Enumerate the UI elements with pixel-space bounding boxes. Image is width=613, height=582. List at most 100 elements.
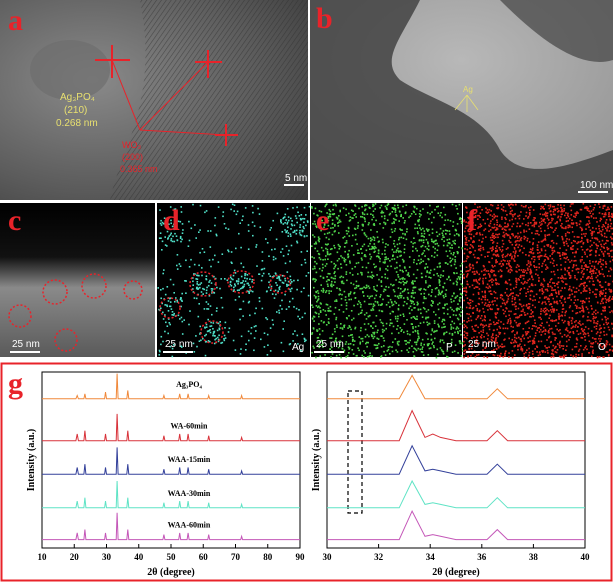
dot [274,248,276,250]
dot [557,343,559,345]
dot [457,278,459,280]
dot [234,270,236,272]
dot [447,230,449,232]
dot [562,238,564,240]
dot [248,340,250,342]
dot [327,249,329,251]
dot [182,232,184,234]
dot [581,230,583,232]
dot [403,284,405,286]
dot [385,354,387,356]
dot [386,323,388,325]
x-tick-label: 80 [263,552,273,562]
dot [500,345,502,347]
dot [375,289,377,291]
dot [544,230,546,232]
dot [455,315,457,317]
dot [521,311,523,313]
dot [290,233,292,235]
dot [364,254,366,256]
dot [507,322,509,324]
dot [556,264,558,266]
dot [423,354,425,356]
dot [593,322,595,324]
dot [594,326,596,328]
dot [464,253,466,255]
dot [600,332,602,334]
dot [241,276,243,278]
dot [366,236,368,238]
dot [522,310,524,312]
dot [436,206,438,208]
dot [368,336,370,338]
dot [571,242,573,244]
dot [318,316,320,318]
dot [406,319,408,321]
dot [330,216,332,218]
dot [342,257,344,259]
dot [489,319,491,321]
dot [503,323,505,325]
dot [474,287,476,289]
dot [418,333,420,335]
dot [504,260,506,262]
dot [219,321,221,323]
dot [605,263,607,265]
dot [249,301,251,303]
dot [552,332,554,334]
dot [588,298,590,300]
dot [244,275,246,277]
dot [492,237,494,239]
dot [566,217,568,219]
dot [275,273,277,275]
dot [561,315,563,317]
dot [545,204,547,206]
dot [483,266,485,268]
dot [392,351,394,353]
dot [362,224,364,226]
dot [358,301,360,303]
dot [279,312,281,314]
panel-letter: e [316,204,329,237]
dot [551,289,553,291]
dot [434,248,436,250]
dot [194,297,196,299]
dot [434,320,436,322]
dot [395,219,397,221]
dot [502,209,504,211]
dot [370,325,372,327]
dot [268,273,270,275]
dot [555,228,557,230]
dot [248,248,250,250]
dot [248,230,250,232]
dot [437,255,439,257]
dot [604,334,606,336]
dot [563,205,565,207]
dot [548,325,550,327]
dot [566,327,568,329]
dot [496,261,498,263]
dot [431,239,433,241]
dot [426,322,428,324]
dot [345,259,347,261]
dot [486,333,488,335]
dot [539,222,541,224]
dot [355,239,357,241]
dot [266,291,268,293]
dot [440,228,442,230]
dot [289,261,291,263]
dot [611,250,613,252]
dot [385,224,387,226]
dot [604,226,606,228]
dot [422,245,424,247]
dot [501,266,503,268]
dot [368,316,370,318]
dot [305,214,307,216]
dot [596,221,598,223]
dot [577,312,579,314]
dot [288,284,290,286]
dot [451,247,453,249]
dot [406,303,408,305]
dot [569,232,571,234]
particle [30,40,110,100]
